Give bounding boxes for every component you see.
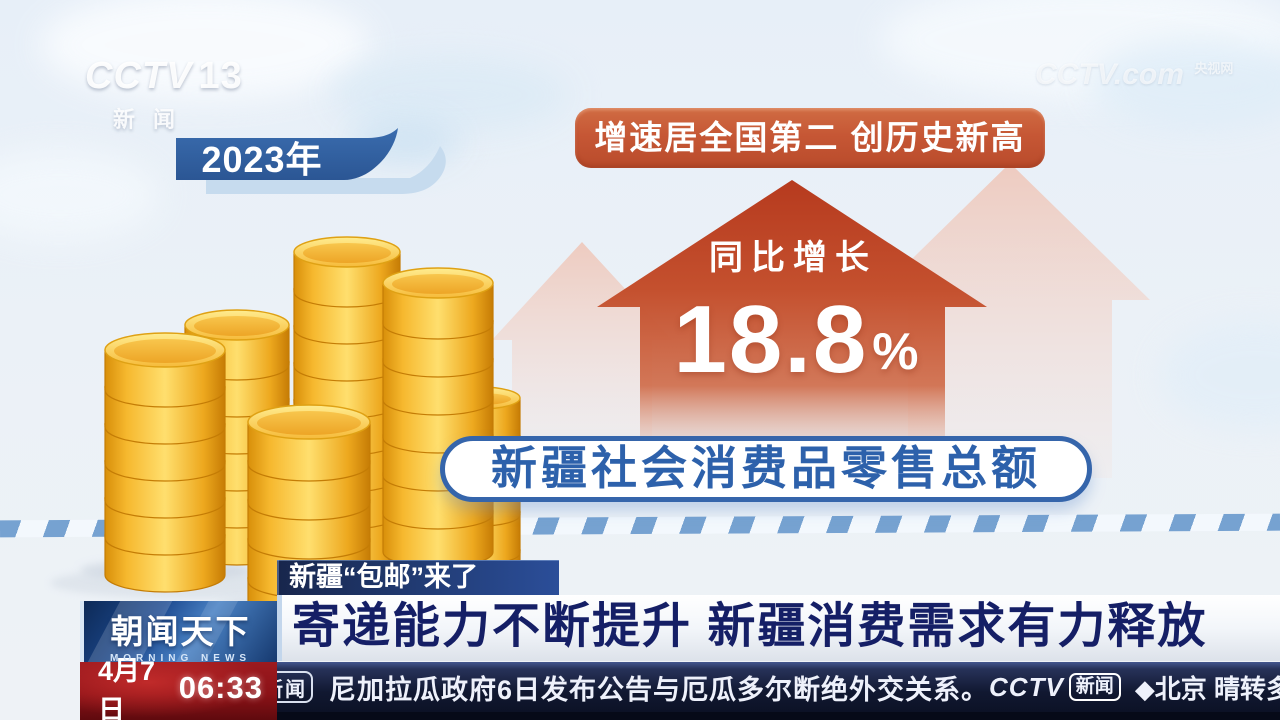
headline-bar: 寄递能力不断提升 新疆消费需求有力释放 (277, 595, 1280, 661)
ticker-clipped-badge: 新闻 (277, 671, 313, 703)
site-watermark: CCTV.com 央视网 (1035, 58, 1233, 92)
growth-label: 同比增长 (709, 239, 877, 277)
percent-sign: % (872, 323, 919, 381)
subject-pill: 新疆社会消费品零售总额 (440, 436, 1092, 502)
record-banner: 增速居全国第二 创历史新高 (575, 108, 1045, 168)
program-logo-block: 朝闻天下 MORNING NEWS MORNING NEWS (80, 601, 277, 662)
headline-text: 寄递能力不断提升 新疆消费需求有力释放 (292, 600, 1208, 653)
cloud (40, 0, 370, 100)
channel-watermark-name: CCTV (85, 55, 193, 97)
site-watermark-name: CCTV.com (1035, 58, 1184, 91)
weather-text: ◆北京 晴转多云 1 (1134, 673, 1280, 704)
channel-watermark-sub: 新闻 (113, 107, 194, 132)
year-ribbon (176, 128, 446, 194)
channel-watermark: CCTV 13 新闻 (85, 55, 243, 134)
news-ticker: 新闻 尼加拉瓜政府6日发布公告与厄瓜多尔断绝外交关系。 CCTV 新闻 ◆北京 … (277, 662, 1280, 712)
cctv-logo-badge: 新闻 (1068, 673, 1121, 701)
ticker-news-text: 尼加拉瓜政府6日发布公告与厄瓜多尔断绝外交关系。 (329, 674, 990, 705)
program-subtitle: MORNING NEWS (109, 653, 252, 662)
program-name: 朝闻天下 (110, 613, 251, 650)
cctv-news-logo: CCTV 新闻 (989, 672, 1121, 703)
date-text: 4月7日 (98, 656, 156, 720)
cctv-logo-text: CCTV (989, 671, 1064, 702)
cloud (330, 55, 570, 135)
time-text: 06:33 (178, 670, 263, 705)
growth-value: 18.8 % (616, 280, 976, 390)
bottom-strip (277, 712, 1280, 720)
site-watermark-sub: 央视网 (1194, 61, 1234, 76)
datetime-block: 4月7日 06:33 (80, 656, 277, 720)
year-badge: 2023年 (201, 139, 323, 180)
growth-arrow (597, 180, 987, 447)
channel-watermark-number: 13 (198, 55, 243, 97)
growth-number: 18.8 (673, 286, 869, 393)
cloud (0, 150, 160, 240)
topic-badge: 新疆“包邮”来了 (277, 560, 559, 595)
cloud (1090, 40, 1280, 130)
